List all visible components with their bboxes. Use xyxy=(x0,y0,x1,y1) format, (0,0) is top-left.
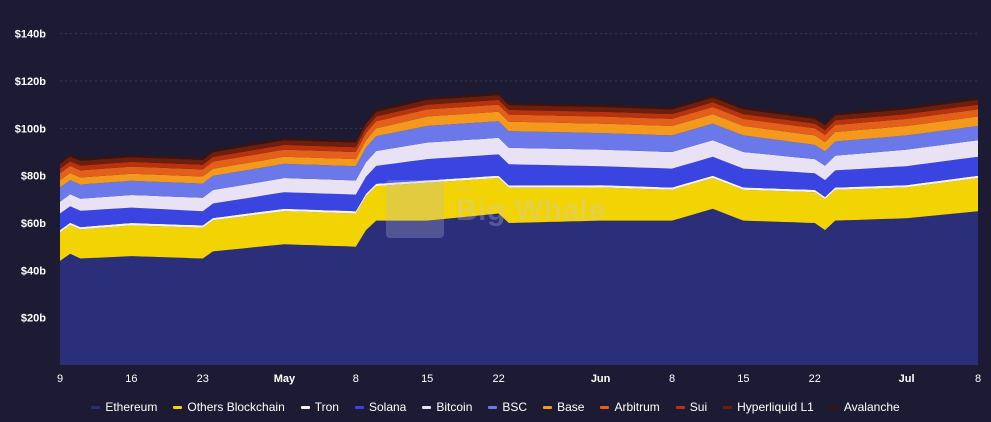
legend-label: Tron xyxy=(314,400,339,414)
legend-label: Sui xyxy=(689,400,708,414)
legend-label: Ethereum xyxy=(105,400,158,414)
legend-item[interactable]: Others Blockchain xyxy=(173,400,285,414)
series-area-bitcoin xyxy=(60,137,978,214)
legend-item[interactable]: Tron xyxy=(300,400,339,414)
legend-swatch xyxy=(675,405,685,409)
legend-swatch xyxy=(422,405,432,409)
x-tick-label: 8 xyxy=(975,373,981,385)
legend-swatch xyxy=(829,405,839,409)
legend-item[interactable]: Hyperliquid L1 xyxy=(723,400,814,414)
series-area-ethereum xyxy=(60,208,978,365)
legend-swatch xyxy=(543,405,553,409)
y-tick-label: $40b xyxy=(21,265,46,277)
legend-label: Base xyxy=(557,400,585,414)
legend-swatch xyxy=(600,405,610,409)
legend-swatch xyxy=(173,405,183,409)
legend-swatch xyxy=(354,405,364,409)
legend-label: Hyperliquid L1 xyxy=(737,400,814,414)
x-tick-label: 9 xyxy=(57,373,63,385)
legend-item[interactable]: Sui xyxy=(675,400,708,414)
legend-item[interactable]: Bitcoin xyxy=(422,400,472,414)
legend-label: Bitcoin xyxy=(436,400,473,414)
y-tick-label: $20b xyxy=(21,313,46,325)
y-tick-label: $140b xyxy=(15,29,46,41)
y-tick-label: $120b xyxy=(15,76,46,88)
x-tick-label: Jul xyxy=(899,373,915,385)
legend-item[interactable]: Solana xyxy=(354,400,407,414)
x-tick-label: 22 xyxy=(492,373,504,385)
series-area-hyperliquid-l1 xyxy=(60,95,978,169)
x-axis: 9 16 23 May 8 15 22 Jun 8 15 22 Jul 8 xyxy=(57,373,981,385)
legend-item[interactable]: Base xyxy=(543,400,584,414)
series-area-tron xyxy=(60,175,978,233)
x-tick-label: 8 xyxy=(353,373,359,385)
series-area-solana xyxy=(60,154,978,231)
x-tick-label: 22 xyxy=(809,373,821,385)
legend-swatch xyxy=(488,405,498,409)
y-tick-label: $80b xyxy=(21,171,46,183)
legend-swatch xyxy=(723,405,733,409)
x-tick-label: 16 xyxy=(125,373,137,385)
series-area-avalanche xyxy=(60,92,978,164)
x-tick-label: May xyxy=(274,373,296,385)
x-tick-label: Jun xyxy=(591,373,611,385)
y-tick-label: $100b xyxy=(15,123,46,135)
legend-label: Solana xyxy=(368,400,407,414)
legend: Ethereum Others Blockchain Tron Solana Bitco… xyxy=(0,398,991,416)
x-tick-label: 8 xyxy=(669,373,675,385)
legend-label: BSC xyxy=(502,400,528,414)
legend-swatch xyxy=(300,405,310,409)
series-area-arbitrum xyxy=(60,104,978,181)
x-tick-label: 23 xyxy=(197,373,209,385)
legend-label: Arbitrum xyxy=(614,400,660,414)
y-axis: $20b $40b $60b $80b $100b $120b $140b xyxy=(15,29,46,325)
x-tick-label: 15 xyxy=(421,373,433,385)
legend-label: Avalanche xyxy=(843,400,900,414)
area-layer xyxy=(60,92,978,365)
series-area-sui xyxy=(60,99,978,174)
y-tick-label: $60b xyxy=(21,218,46,230)
legend-item[interactable]: Avalanche xyxy=(829,400,900,414)
x-tick-label: 15 xyxy=(737,373,749,385)
legend-swatch xyxy=(91,405,101,409)
series-area-others-blockchain xyxy=(60,178,978,261)
legend-item[interactable]: Ethereum xyxy=(91,400,157,414)
series-area-base xyxy=(60,111,978,188)
series-area-bsc xyxy=(60,121,978,202)
legend-item[interactable]: BSC xyxy=(488,400,527,414)
legend-label: Others Blockchain xyxy=(187,400,285,414)
legend-item[interactable]: Arbitrum xyxy=(600,400,660,414)
